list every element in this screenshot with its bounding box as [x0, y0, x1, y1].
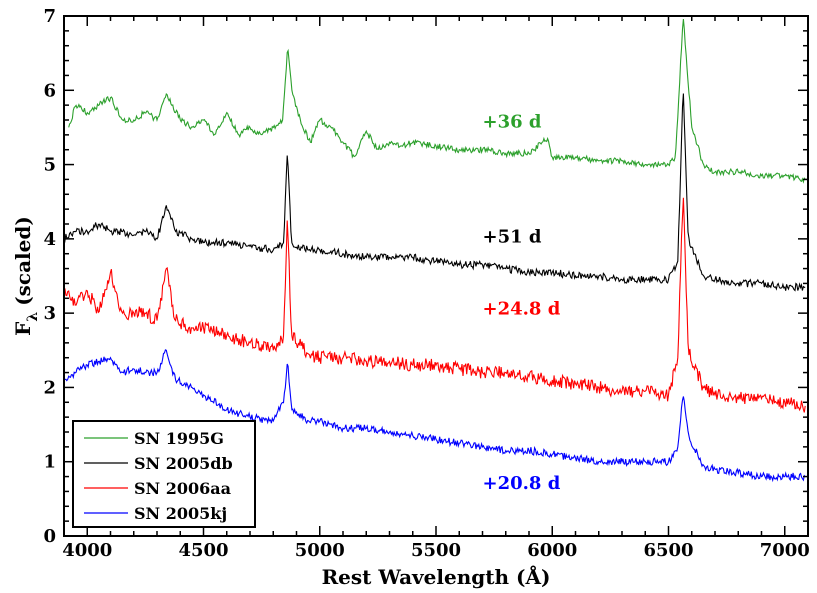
spectrum-sn-1995g	[68, 18, 806, 184]
legend-box	[72, 420, 256, 528]
annotation-sn-2005db: +51 d	[483, 227, 542, 248]
spectrum-sn-2005db	[64, 93, 806, 292]
y-tick-label: 1	[43, 452, 56, 473]
x-tick-label: 7000	[760, 540, 810, 561]
legend-label-sn2005kj: SN 2005kj	[134, 504, 227, 523]
y-tick-label: 0	[43, 526, 56, 547]
y-tick-label: 3	[43, 303, 56, 324]
y-axis-title-suffix: (scaled)	[11, 216, 35, 306]
annotation-sn-2006aa: +24.8 d	[483, 299, 561, 320]
spectrum-sn-2005kj	[64, 349, 806, 483]
x-axis-title: Rest Wavelength (Å)	[322, 565, 551, 589]
x-tick-label: 5000	[295, 540, 345, 561]
y-tick-label: 6	[43, 80, 56, 101]
annotation-layer: +36 d +51 d +24.8 d +20.8 d	[483, 111, 561, 494]
axis-layer: 4000 4500 5000 5500 6000 6500 7000 0 1 2 3 4 5 6 7	[43, 6, 809, 561]
x-tick-label: 6500	[643, 540, 693, 561]
x-tick-label: 4500	[178, 540, 228, 561]
annotation-sn-1995g: +36 d	[483, 111, 542, 132]
spectrum-sn-2006aa	[64, 197, 806, 413]
y-tick-label: 5	[43, 155, 56, 176]
y-axis-title-sub: λ	[25, 312, 41, 322]
legend-label-sn2006aa: SN 2006aa	[134, 479, 231, 498]
y-axis-title: Fλ (scaled)	[11, 216, 41, 336]
legend-label-sn1995g: SN 1995G	[134, 429, 224, 448]
x-tick-label: 5500	[411, 540, 461, 561]
series-layer	[64, 18, 806, 483]
legend: SN 1995G SN 2005db SN 2006aa SN 2005kj	[72, 420, 256, 528]
y-tick-label: 7	[43, 6, 56, 27]
legend-label-sn2005db: SN 2005db	[134, 454, 233, 473]
y-tick-label: 2	[43, 377, 56, 398]
y-tick-label: 4	[43, 229, 56, 250]
x-tick-label: 4000	[62, 540, 112, 561]
x-tick-label: 6000	[527, 540, 577, 561]
annotation-sn-2005kj: +20.8 d	[483, 473, 561, 494]
y-axis-title-main: F	[11, 322, 35, 336]
